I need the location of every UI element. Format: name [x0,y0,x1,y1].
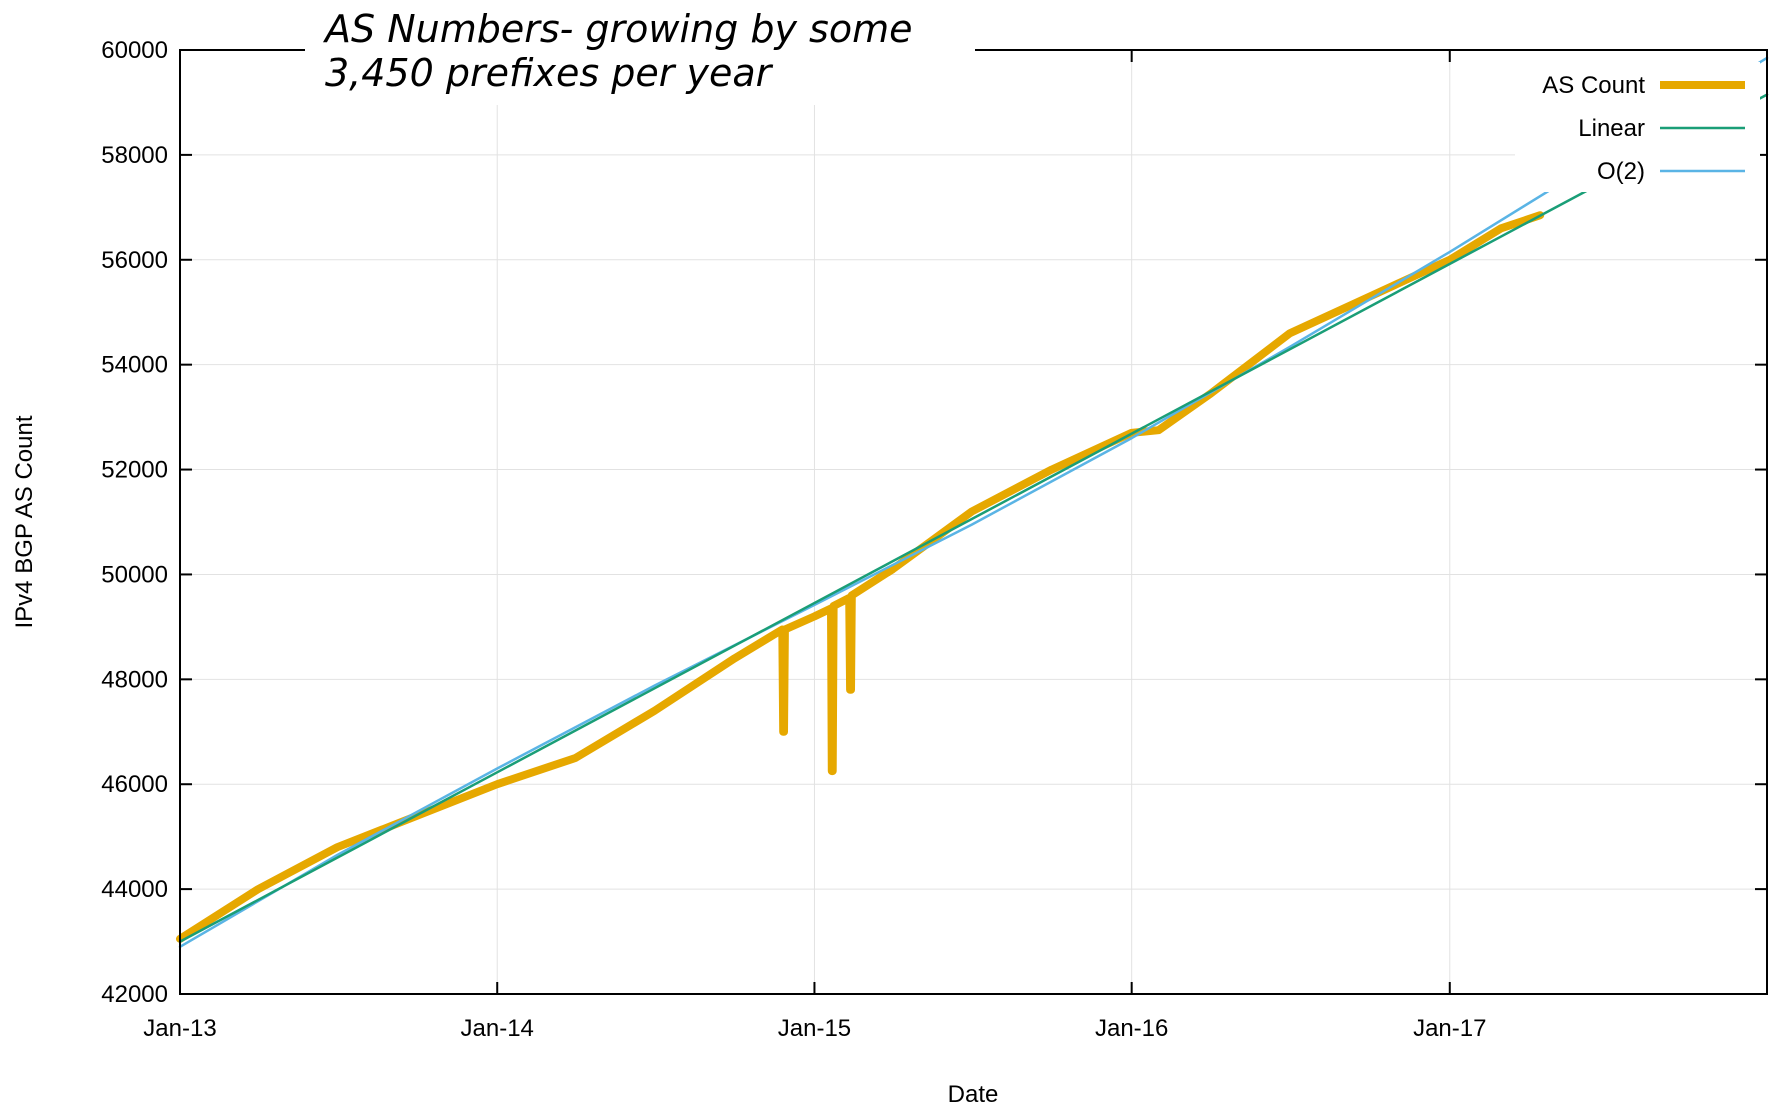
y-tick-label: 54000 [101,352,168,379]
x-tick-label: Jan-15 [778,1015,851,1042]
annotation-line-2: 3,450 prefixes per year [325,51,774,95]
x-tick-label: Jan-13 [143,1015,216,1042]
y-axis-title: IPv4 BGP AS Count [11,415,38,628]
series-layer [176,56,1769,949]
legend-label-linear: Linear [1578,115,1645,142]
x-tick-label: Jan-17 [1413,1015,1486,1042]
x-tick-label: Jan-16 [1095,1015,1168,1042]
grid [180,50,1767,994]
x-tick-label: Jan-14 [461,1015,534,1042]
series-line-o-2 [178,56,1769,949]
series-line-linear [178,93,1769,943]
series-line-as-count [176,211,1545,943]
y-tick-label: 48000 [101,666,168,693]
y-tick-label: 42000 [101,981,168,1008]
y-tick-label: 60000 [101,37,168,64]
legend: AS Count Linear O(2) [1515,62,1760,192]
ticks: 42000 44000 46000 48000 50000 52000 54000 56000… [101,37,1767,1042]
y-tick-label: 58000 [101,142,168,169]
y-tick-label: 46000 [101,771,168,798]
annotation: AS Numbers- growing by some 3,450 prefix… [305,0,975,105]
annotation-background [305,0,975,105]
legend-label-as-count: AS Count [1542,72,1645,99]
y-tick-label: 50000 [101,561,168,588]
x-axis-title: Date [948,1081,999,1108]
annotation-line-1: AS Numbers- growing by some [322,7,912,51]
legend-label-o-2: O(2) [1597,158,1645,185]
y-tick-label: 56000 [101,247,168,274]
y-tick-label: 52000 [101,457,168,484]
y-tick-label: 44000 [101,876,168,903]
